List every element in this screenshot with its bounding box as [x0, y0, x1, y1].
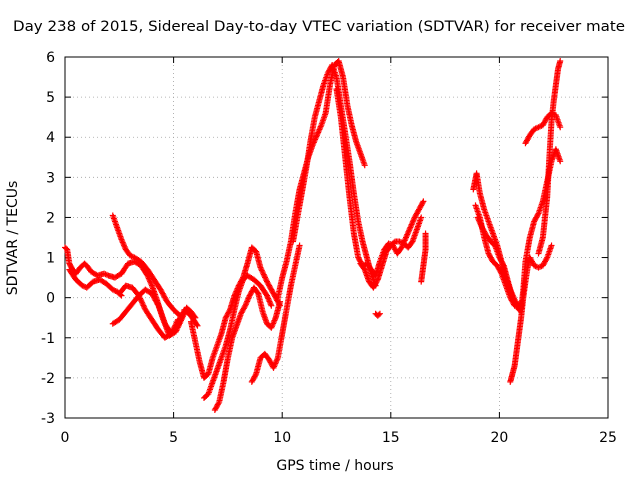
y-tick-label: 4	[46, 130, 55, 146]
y-tick-label: 0	[46, 291, 55, 307]
series-trace-6	[116, 282, 181, 341]
series-trace-10	[248, 242, 303, 385]
x-axis-label: GPS time / hours	[276, 458, 393, 474]
data-point	[420, 198, 427, 205]
grid-lines	[65, 57, 608, 418]
data-point	[193, 321, 200, 328]
x-tick-label: 15	[382, 430, 400, 446]
data-point	[268, 302, 275, 309]
data-point	[174, 316, 181, 323]
data-point	[543, 255, 550, 262]
data-point	[557, 58, 564, 65]
data-point	[296, 242, 303, 249]
data-markers	[62, 58, 564, 413]
series-trace-9	[211, 284, 284, 413]
data-point	[191, 313, 198, 320]
series-trace-8	[201, 272, 275, 401]
series-trace-21	[518, 146, 564, 313]
data-point	[192, 314, 199, 321]
x-tick-label: 5	[169, 430, 178, 446]
series-trace-23	[535, 58, 564, 257]
data-point	[241, 304, 248, 311]
axis-ticks	[64, 56, 609, 419]
series-trace-2	[66, 266, 125, 299]
tick-labels: 0 5 10 15 20 25 -3 -2 -1 0 1 2 3 4 5 6	[41, 50, 617, 446]
data-point	[194, 322, 201, 329]
series-trace-19	[474, 214, 520, 309]
chart-title: Day 238 of 2015, Sidereal Day-to-day VTE…	[13, 19, 625, 35]
data-point	[375, 311, 382, 318]
data-point	[557, 124, 564, 131]
y-tick-label: -2	[41, 371, 55, 387]
y-tick-label: 1	[46, 251, 55, 267]
data-point	[513, 302, 520, 309]
y-tick-label: -1	[41, 331, 55, 347]
data-point	[376, 310, 383, 317]
x-tick-label: 20	[490, 430, 508, 446]
data-point	[277, 298, 284, 305]
y-tick-label: 3	[46, 170, 55, 186]
data-point	[534, 211, 541, 218]
data-point	[497, 269, 504, 276]
data-point	[252, 372, 259, 379]
y-axis-label: SDTVAR / TECUs	[5, 181, 21, 296]
series-trace-16	[418, 230, 429, 285]
data-point	[215, 400, 222, 407]
x-tick-label: 10	[273, 430, 291, 446]
plot-frame	[64, 56, 609, 419]
data-point	[361, 162, 368, 169]
y-tick-label: 2	[46, 210, 55, 226]
series-trace-14	[357, 214, 425, 291]
data-point	[500, 261, 507, 268]
series-trace-15	[372, 310, 383, 319]
series-trace-5	[118, 258, 199, 339]
data-point	[418, 214, 425, 221]
y-tick-label: 5	[46, 90, 55, 106]
x-tick-label: 25	[599, 430, 617, 446]
data-point	[422, 230, 429, 237]
data-point	[548, 242, 555, 249]
data-point	[254, 289, 261, 296]
y-tick-label: 6	[46, 50, 55, 66]
data-point	[419, 199, 426, 206]
data-point	[513, 301, 520, 308]
data-point	[374, 277, 381, 284]
data-point	[557, 158, 564, 165]
x-tick-label: 0	[61, 430, 70, 446]
y-tick-label: -3	[41, 411, 55, 427]
